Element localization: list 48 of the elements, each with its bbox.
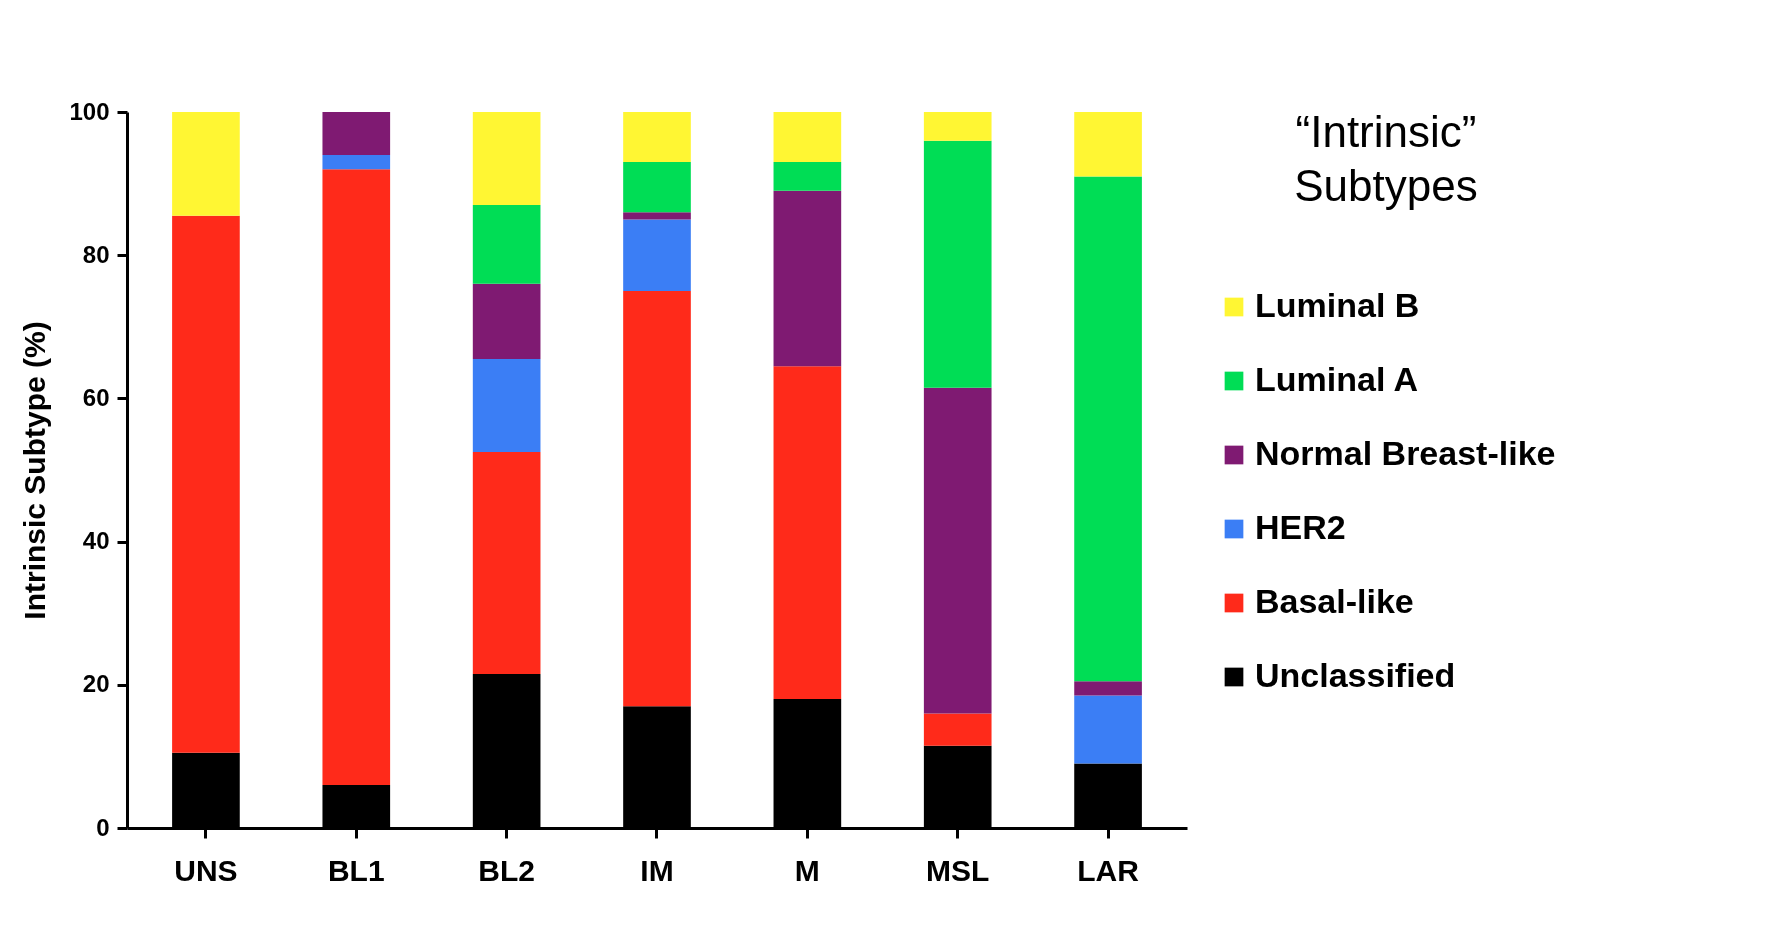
x-tick-label: MSL — [926, 853, 990, 887]
y-tick-label: 80 — [82, 240, 110, 268]
x-tick-label: UNS — [174, 853, 238, 887]
bar — [623, 219, 691, 291]
bar — [172, 215, 240, 753]
bar — [472, 283, 541, 360]
y-tick-label: 0 — [96, 813, 110, 841]
bar — [472, 359, 541, 453]
y-tick-label: 20 — [82, 670, 110, 698]
y-tick-label: 60 — [82, 383, 110, 411]
x-tick-label: M — [794, 853, 820, 887]
bar — [923, 713, 992, 746]
bar — [322, 112, 391, 155]
bar — [623, 162, 691, 213]
bar — [472, 112, 541, 206]
legend-label: Luminal B — [1255, 286, 1420, 324]
legend-label: Luminal A — [1255, 360, 1419, 398]
bar — [773, 366, 842, 700]
bar — [923, 387, 992, 714]
x-tick-label: LAR — [1077, 853, 1140, 887]
x-tick-label: BL2 — [478, 853, 535, 887]
x-tick-label: IM — [640, 853, 674, 887]
bar — [923, 112, 992, 141]
bar — [322, 169, 391, 786]
bar — [1074, 112, 1142, 177]
y-tick-label: 100 — [69, 97, 110, 125]
legend-label: Unclassified — [1255, 656, 1456, 694]
y-axis-title: Intrinsic Subtype (%) — [18, 321, 52, 620]
bar — [623, 212, 691, 220]
bar — [773, 162, 842, 191]
bar — [1074, 681, 1142, 696]
bar — [1074, 176, 1142, 682]
x-tick-label: BL1 — [327, 853, 385, 887]
bar — [472, 452, 541, 675]
bar — [623, 112, 691, 163]
bar — [172, 112, 240, 216]
legend-label: Normal Breast-like — [1255, 434, 1556, 472]
y-tick-label: 40 — [82, 527, 110, 555]
legend-label: Basal-like — [1255, 582, 1414, 620]
bar — [472, 205, 541, 284]
bar — [1074, 695, 1142, 764]
bar — [322, 154, 391, 170]
bar — [623, 291, 691, 707]
bar — [773, 112, 842, 163]
bar — [773, 190, 842, 367]
legend-label: HER2 — [1255, 508, 1346, 546]
bar — [923, 140, 992, 388]
legend-title: “Intrinsic” Subtypes — [1294, 107, 1478, 210]
